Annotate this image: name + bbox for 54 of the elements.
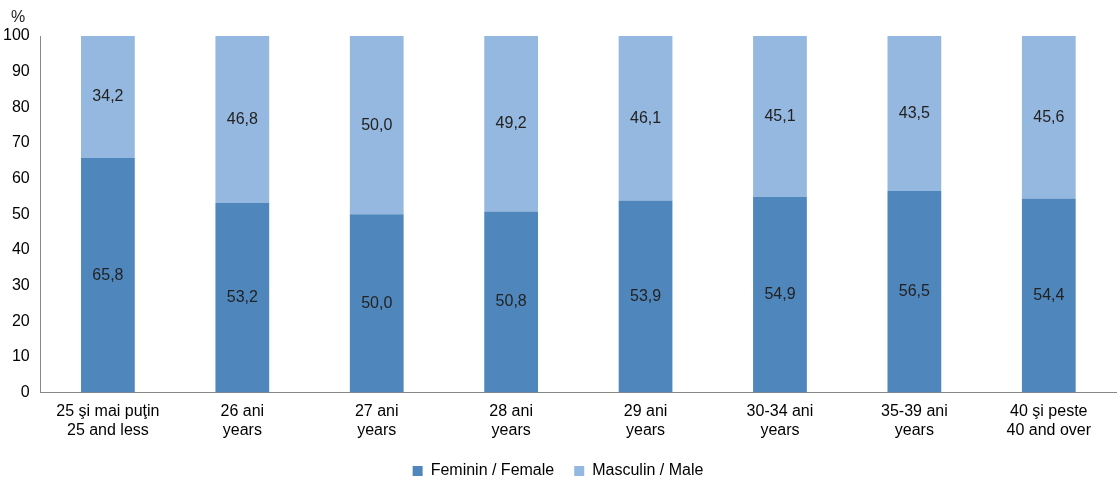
bar xyxy=(618,36,673,201)
data-label: 54,4 xyxy=(1033,286,1065,304)
bar xyxy=(81,157,135,393)
x-tick-label: 27 ani years xyxy=(354,401,399,438)
bar xyxy=(753,196,807,393)
data-label: 53,2 xyxy=(226,288,258,306)
x-tick-label: 30-34 ani years xyxy=(746,401,814,438)
bar xyxy=(215,202,270,393)
bar xyxy=(484,36,539,212)
bar xyxy=(887,191,942,393)
y-tick-label: 50 xyxy=(11,204,30,222)
x-tick-label: 25 şi mai puţin 25 and less xyxy=(56,401,160,438)
y-tick-label: 10 xyxy=(11,347,30,365)
data-label: 50,0 xyxy=(361,115,393,133)
data-label: 45,1 xyxy=(764,106,796,124)
x-tick-label: 40 şi peste 40 and over xyxy=(1006,401,1092,438)
x-tick-label: 35-39 ani years xyxy=(881,401,948,438)
data-label: 34,2 xyxy=(92,87,124,105)
bar xyxy=(215,36,270,203)
data-label: 54,9 xyxy=(764,285,796,303)
bar xyxy=(1021,36,1076,199)
bar xyxy=(349,214,404,393)
legend-label: Masculin / Male xyxy=(592,461,704,479)
y-tick-label: 0 xyxy=(20,383,30,401)
y-tick-label: 60 xyxy=(11,169,30,187)
bar xyxy=(81,36,135,158)
bar xyxy=(1021,198,1076,393)
y-tick-label: 100 xyxy=(2,26,30,44)
y-tick-label: 40 xyxy=(11,240,30,258)
data-label: 50,8 xyxy=(495,292,527,310)
bar xyxy=(484,211,539,393)
y-tick-label: 70 xyxy=(11,133,30,151)
data-label: 46,8 xyxy=(226,109,258,127)
data-label: 56,5 xyxy=(898,282,931,300)
bar xyxy=(349,36,404,215)
y-tick-label: 90 xyxy=(11,62,30,80)
data-label: 45,6 xyxy=(1033,107,1065,125)
bar xyxy=(753,36,807,197)
bar xyxy=(887,36,942,192)
data-label: 53,9 xyxy=(629,286,662,304)
y-tick-label: 80 xyxy=(11,97,30,115)
data-label: 50,0 xyxy=(361,293,393,311)
data-label: 43,5 xyxy=(898,103,931,121)
data-label: 49,2 xyxy=(495,114,527,132)
x-tick-label: 29 ani years xyxy=(623,401,668,438)
data-label: 65,8 xyxy=(92,265,124,283)
x-tick-label: 28 ani years xyxy=(489,401,533,438)
data-label: 46,1 xyxy=(629,108,662,126)
y-axis-title: % xyxy=(10,8,26,26)
x-tick-label: 26 ani years xyxy=(220,401,265,438)
legend-label: Feminin / Female xyxy=(430,461,555,479)
y-tick-label: 30 xyxy=(11,276,30,294)
bar xyxy=(618,200,673,393)
y-tick-label: 20 xyxy=(11,311,30,329)
